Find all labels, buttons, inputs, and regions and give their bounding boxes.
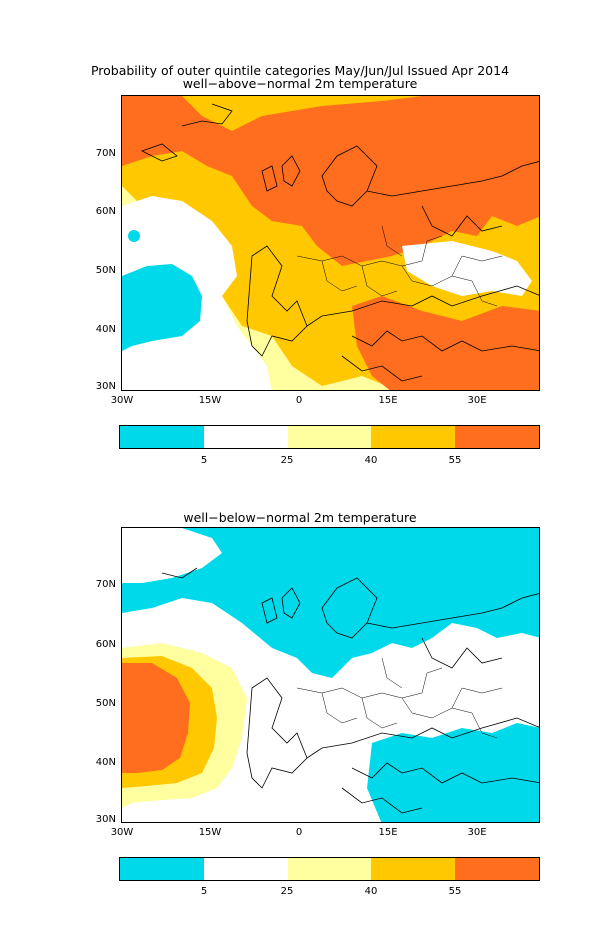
colorbar-seg-gold xyxy=(371,426,456,448)
panel2-lon-label: 30E xyxy=(467,827,487,838)
borders xyxy=(296,657,503,739)
panel1-lon-label: 15E xyxy=(378,395,398,406)
map-below-normal-svg xyxy=(122,528,539,822)
shade-cyan-southeast xyxy=(367,723,539,822)
panel1-lon-label: 0 xyxy=(295,395,303,406)
shade-cyan-small xyxy=(128,230,140,242)
shade-cyan xyxy=(122,264,202,351)
panel1-lat-label: 50N xyxy=(95,265,116,276)
map-panel-above-normal xyxy=(121,95,540,391)
colorbar-seg-cyan xyxy=(120,426,204,448)
panel2-lat-label: 60N xyxy=(95,639,116,650)
colorbar-seg-orange xyxy=(455,426,539,448)
coastlines xyxy=(161,567,539,814)
borders xyxy=(296,225,503,307)
panel1-lon-label: 15W xyxy=(198,395,222,406)
colorbar-seg-light-yellow xyxy=(287,858,372,880)
shade-cyan-north xyxy=(122,528,539,678)
shade-white-northwest xyxy=(122,528,222,583)
figure-title: Probability of outer quintile categories… xyxy=(90,63,510,78)
panel2-lat-label: 40N xyxy=(95,757,116,768)
panel2-lat-label: 50N xyxy=(95,698,116,709)
colorbar-seg-orange xyxy=(455,858,539,880)
panel2-lat-label: 70N xyxy=(95,579,116,590)
colorbar-1-label: 25 xyxy=(280,455,294,466)
panel2-lon-label: 30W xyxy=(110,827,134,838)
panel1-lat-label: 30N xyxy=(95,381,116,392)
coastlines xyxy=(140,103,539,382)
panel1-lon-label: 30W xyxy=(110,395,134,406)
panel2-lon-label: 15E xyxy=(378,827,398,838)
colorbar-seg-white xyxy=(203,426,288,448)
panel2-lon-label: 15W xyxy=(198,827,222,838)
colorbar-1-label: 5 xyxy=(200,455,208,466)
map-panel-below-normal xyxy=(121,527,540,823)
map-above-normal-svg xyxy=(122,96,539,390)
panel1-lat-label: 60N xyxy=(95,206,116,217)
colorbar-seg-light-yellow xyxy=(287,426,372,448)
colorbar-2-label: 55 xyxy=(448,886,462,897)
shade-orange-south xyxy=(352,296,539,390)
shade-orange-north xyxy=(122,96,539,266)
colorbar-2-label: 40 xyxy=(364,886,378,897)
colorbar-seg-gold xyxy=(371,858,456,880)
panel1-title: well−above−normal 2m temperature xyxy=(182,76,418,91)
shade-orange xyxy=(122,663,190,773)
shade-orange-west xyxy=(122,96,172,131)
panel2-title: well−below−normal 2m temperature xyxy=(183,510,417,525)
colorbar-1 xyxy=(119,425,540,449)
panel1-lat-label: 40N xyxy=(95,324,116,335)
panel1-lat-label: 70N xyxy=(95,148,116,159)
colorbar-seg-cyan xyxy=(120,858,204,880)
panel2-lat-label: 30N xyxy=(95,814,116,825)
colorbar-2 xyxy=(119,857,540,881)
colorbar-1-label: 55 xyxy=(448,455,462,466)
colorbar-seg-white xyxy=(203,858,288,880)
panel1-lon-label: 30E xyxy=(467,395,487,406)
panel2-lon-label: 0 xyxy=(295,827,303,838)
colorbar-1-label: 40 xyxy=(364,455,378,466)
colorbar-2-label: 25 xyxy=(280,886,294,897)
shade-white-east xyxy=(402,241,532,296)
colorbar-2-label: 5 xyxy=(200,886,208,897)
